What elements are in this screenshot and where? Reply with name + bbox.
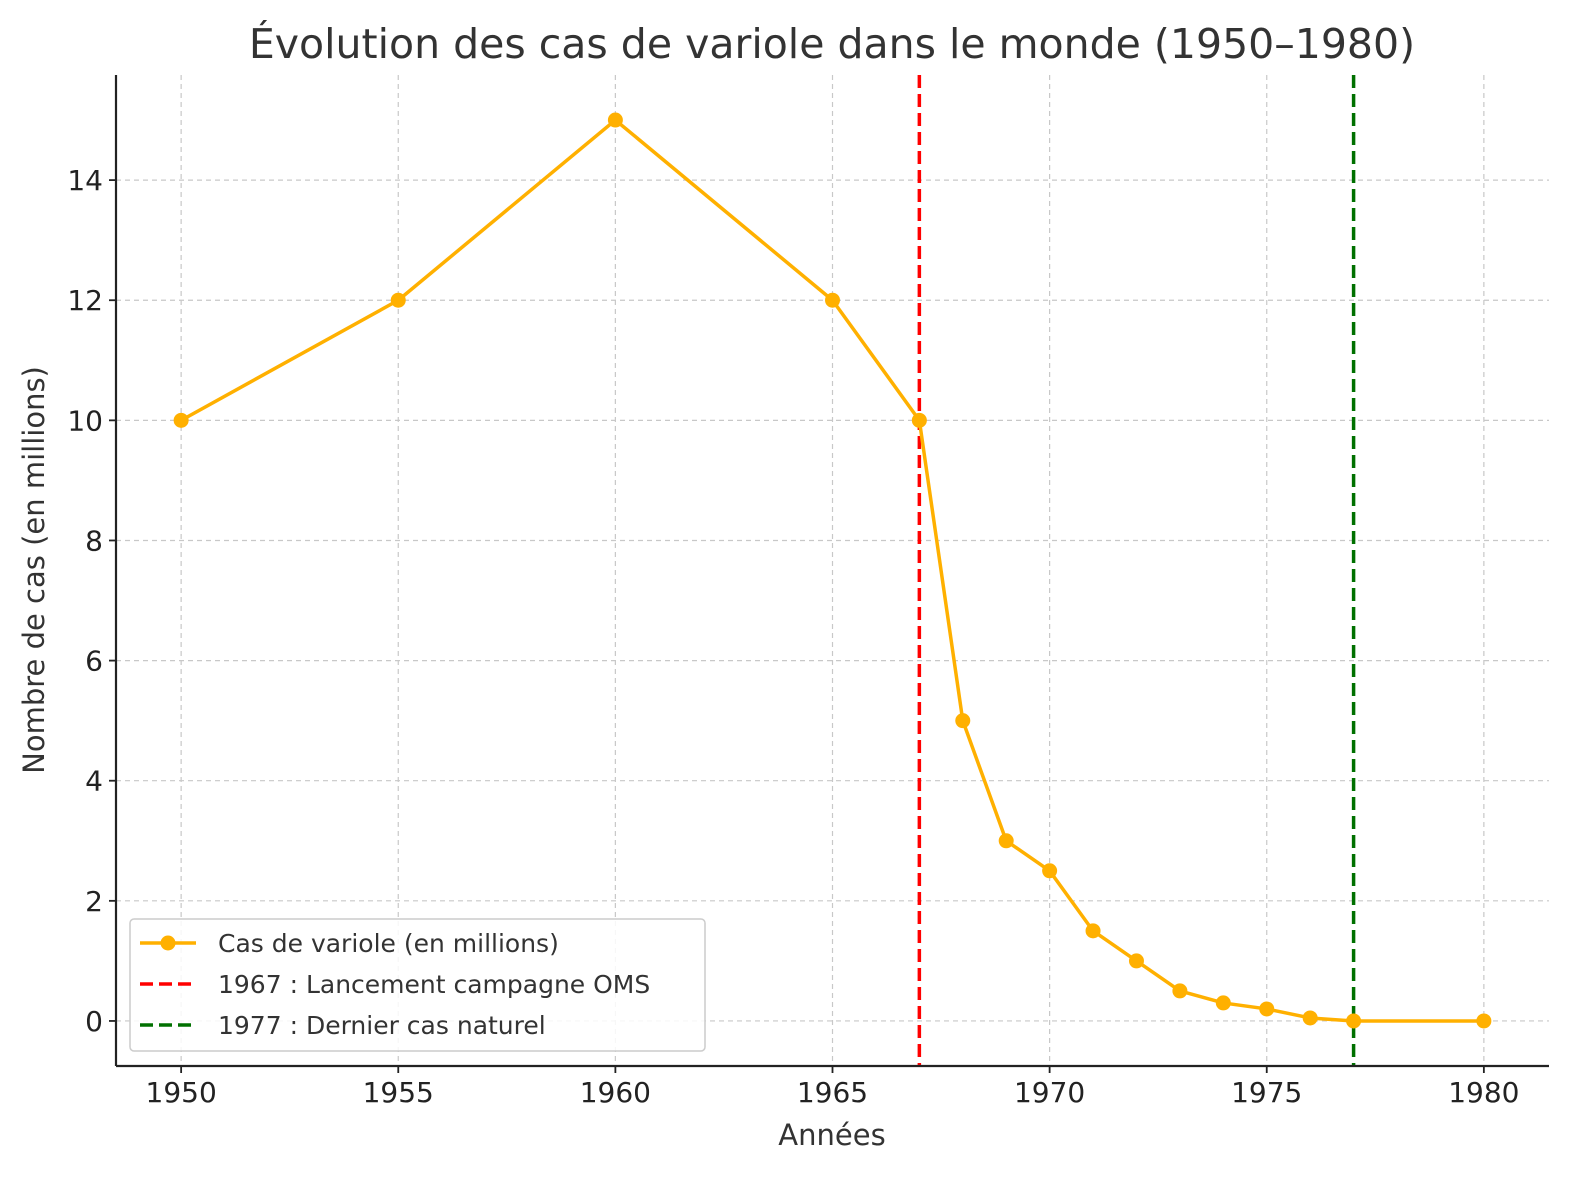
data-point-1973 <box>1172 983 1188 999</box>
legend-series-label: Cas de variole (en millions) <box>218 929 559 958</box>
y-tick-label-8: 8 <box>85 524 103 557</box>
y-axis-label: Nombre de cas (en millions) <box>17 366 51 774</box>
data-point-1976 <box>1302 1010 1318 1026</box>
x-tick-label-1960: 1960 <box>580 1076 651 1109</box>
series-line <box>180 118 1484 1023</box>
reference-lines <box>917 75 1356 1066</box>
data-point-1975 <box>1259 1001 1275 1017</box>
chart-title: Évolution des cas de variole dans le mon… <box>249 20 1415 68</box>
legend-last-case-label: 1977 : Dernier cas naturel <box>218 1011 546 1040</box>
legend-item-series: Cas de variole (en millions) <box>140 929 559 958</box>
data-point-1965 <box>825 292 840 308</box>
data-point-1980 <box>1476 1013 1492 1029</box>
legend-item-oms: 1967 : Lancement campagne OMS <box>140 970 650 999</box>
x-tick-label-1950: 1950 <box>146 1076 217 1109</box>
y-tick-label-6: 6 <box>85 645 103 678</box>
grid <box>116 75 1549 1066</box>
legend-series-marker <box>160 935 176 951</box>
legend-item-last-case: 1977 : Dernier cas naturel <box>140 1011 546 1040</box>
data-point-1971 <box>1085 923 1101 939</box>
x-tick-label-1980: 1980 <box>1448 1076 1519 1109</box>
y-tick-label-4: 4 <box>85 765 103 798</box>
x-tick-label-1970: 1970 <box>1014 1076 1085 1109</box>
legend-oms-label: 1967 : Lancement campagne OMS <box>218 970 650 999</box>
x-tick-label-1965: 1965 <box>797 1076 868 1109</box>
data-point-1950 <box>173 412 189 428</box>
y-tick-label-0: 0 <box>85 1005 103 1038</box>
legend-box <box>129 918 706 1052</box>
y-tick-label-10: 10 <box>67 404 103 437</box>
data-series <box>173 112 1492 1029</box>
data-point-1972 <box>1128 953 1144 969</box>
data-point-1969 <box>998 833 1014 849</box>
x-axis-label: Années <box>778 1118 885 1152</box>
data-point-1974 <box>1215 995 1231 1011</box>
data-point-1968 <box>955 713 971 729</box>
data-point-1977 <box>1346 1013 1362 1029</box>
data-point-1955 <box>390 292 406 308</box>
x-tick-label-1955: 1955 <box>363 1076 434 1109</box>
y-tick-label-14: 14 <box>67 164 103 197</box>
data-point-1967 <box>911 412 927 428</box>
legend: Cas de variole (en millions) 1967 : Lanc… <box>129 918 706 1052</box>
data-point-1970 <box>1042 863 1058 879</box>
data-point-1960 <box>607 112 623 128</box>
tick-labels: 1950 1955 1960 1965 1970 1975 1980 0 2 4 6 8 10 12 14 <box>67 164 1519 1109</box>
x-tick-label-1975: 1975 <box>1231 1076 1302 1109</box>
y-tick-label-12: 12 <box>67 284 103 317</box>
y-tick-label-2: 2 <box>85 885 103 918</box>
